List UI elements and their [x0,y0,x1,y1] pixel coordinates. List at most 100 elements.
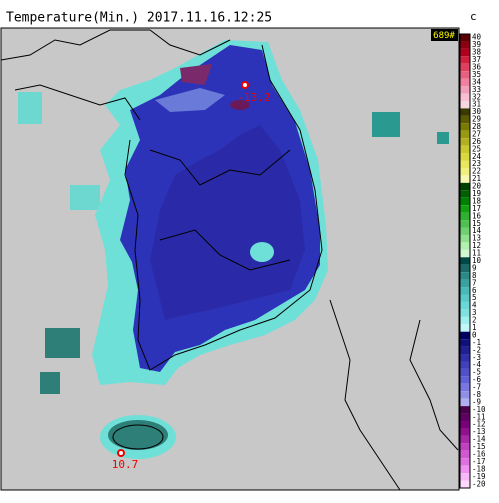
color-swatch [460,368,470,377]
coastlines [0,29,459,491]
color-swatch [460,175,470,183]
color-swatch [460,309,470,317]
color-swatch [460,227,470,235]
color-swatch [460,34,470,42]
color-label: 32 [472,92,481,101]
station-label: 10.7 [112,458,139,471]
color-swatch [460,205,470,213]
color-swatch [460,316,470,325]
color-label: -5 [472,368,481,377]
color-swatch [460,242,470,250]
count: 689# [433,31,455,41]
station-marker [241,81,249,89]
color-label: 36 [472,62,482,71]
color-swatch [460,473,470,481]
color-swatch [460,48,470,57]
color-label: 3 [472,308,477,317]
color-label: -10 [472,405,486,414]
color-swatch [460,41,470,49]
color-label: 23 [472,159,481,168]
color-swatch [460,100,470,109]
color-label: 0 [472,330,477,339]
color-swatch [460,71,470,79]
color-label: -11 [472,412,486,421]
color-swatch [460,376,470,384]
color-label: -2 [472,345,481,354]
color-label: 35 [472,70,481,79]
color-swatch [460,56,470,64]
color-swatch [460,63,470,72]
color-label: -9 [472,397,481,406]
color-label: 5 [472,293,477,302]
color-label: 27 [472,129,481,138]
color-label: 4 [472,301,477,310]
color-swatch [460,421,470,429]
color-label: 29 [472,115,481,124]
color-swatch [460,294,470,302]
color-label: -7 [472,383,481,392]
station-marker [117,449,125,457]
color-label: 10 [472,256,482,265]
color-swatch [460,465,470,474]
color-label: 31 [472,100,481,109]
color-swatch [460,197,470,206]
color-swatch [460,182,470,191]
color-swatch [460,145,470,154]
color-swatch [460,346,470,355]
color-swatch [460,428,470,436]
color-label: 18 [472,196,482,205]
color-swatch [460,212,470,221]
color-label: -4 [472,360,482,369]
color-label: 30 [472,107,482,116]
color-label: 21 [472,174,481,183]
color-swatch [460,398,470,407]
color-label: 16 [472,211,482,220]
color-label: -17 [472,457,486,466]
color-swatch [460,450,470,459]
color-swatch [460,279,470,288]
color-swatch [460,391,470,399]
color-label: 37 [472,55,481,64]
color-label: 39 [472,40,481,49]
color-label: 9 [472,263,477,272]
color-label: -18 [472,464,486,473]
color-swatch [460,361,470,369]
color-swatch [460,249,470,258]
color-label: 24 [472,152,482,161]
color-bar: 4039383736353433323130292827262524232221… [459,33,486,489]
color-swatch [460,443,470,451]
color-swatch [460,331,470,340]
color-label: 7 [472,278,477,287]
color-swatch [460,167,470,176]
color-label: 8 [472,271,477,280]
color-label: -16 [472,450,486,459]
color-swatch [460,301,470,310]
color-label: 15 [472,219,481,228]
color-label: 13 [472,234,481,243]
color-swatch [460,123,470,131]
color-label: 14 [472,226,482,235]
color-swatch [460,257,470,265]
color-label: -3 [472,353,481,362]
color-swatch [460,220,470,228]
color-label: -12 [472,420,486,429]
color-label: 11 [472,249,481,258]
color-swatch [460,264,470,273]
color-bar-frame [459,33,471,489]
color-label: 1 [472,323,477,332]
color-swatch [460,435,470,444]
land-field [18,40,449,459]
color-label: 33 [472,85,481,94]
color-label: 12 [472,241,481,250]
color-swatch [460,354,470,362]
color-swatch [460,406,470,414]
color-swatch [460,78,470,87]
color-swatch [460,108,470,116]
color-label: 20 [472,182,482,191]
color-label: 38 [472,48,482,57]
color-label: 34 [472,77,482,86]
color-label: 26 [472,137,482,146]
color-label: 25 [472,144,481,153]
